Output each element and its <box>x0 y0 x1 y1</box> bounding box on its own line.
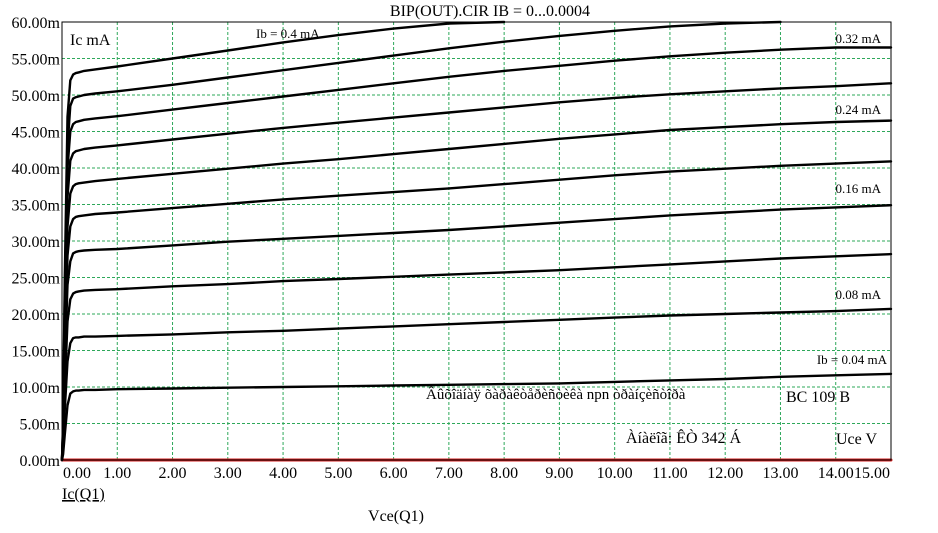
x-tick-label: 0.00 <box>63 465 91 482</box>
curve-ib-3 <box>60 252 893 462</box>
label-008: 0.08 mA <box>836 287 882 302</box>
curve-ib-10 <box>60 20 506 462</box>
ic-unit-label: Ic mA <box>70 32 111 49</box>
x-tick-label: 5.00 <box>324 465 352 482</box>
x-tick-label: 14.00 <box>818 465 854 482</box>
device-label: BC 109 B <box>786 389 850 406</box>
y-tick-label: 30.00m <box>12 234 61 251</box>
x-tick-label: 4.00 <box>269 465 297 482</box>
curve-ib-5 <box>60 160 893 462</box>
x-tick-label: 10.00 <box>597 465 633 482</box>
label-ib-04: Ib = 0.4 mA <box>256 26 320 41</box>
curve-ib-6 <box>60 119 893 462</box>
x-tick-label: 3.00 <box>214 465 242 482</box>
caption-text: Âûõîäíàÿ õàðàêòåðèñòèêà npn òðàíçèñòîðà <box>426 386 686 403</box>
x-tick-label: 12.00 <box>707 465 743 482</box>
y-tick-label: 50.00m <box>12 88 61 105</box>
analog-label: Àíàëîã: ÊÒ 342 Á <box>626 428 742 447</box>
y-axis-label: Ic(Q1) <box>62 486 105 503</box>
y-tick-label: 55.00m <box>12 52 61 69</box>
x-axis-label: Vce(Q1) <box>368 508 424 525</box>
chart-title: BIP(OUT).CIR IB = 0...0.0004 <box>390 3 590 20</box>
x-tick-label: 13.00 <box>762 465 798 482</box>
x-tick-label: 1.00 <box>103 465 131 482</box>
label-016: 0.16 mA <box>836 181 882 196</box>
curve-ib-1 <box>60 372 893 462</box>
y-tick-label: 0.00m <box>20 453 61 470</box>
curve-ib-8 <box>60 46 893 462</box>
y-tick-label: 60.00m <box>12 15 61 32</box>
x-tick-label: 9.00 <box>545 465 573 482</box>
y-tick-label: 5.00m <box>20 417 61 434</box>
plot-frame <box>61 21 892 461</box>
label-ib-004: Ib = 0.04 mA <box>817 352 888 367</box>
label-032: 0.32 mA <box>836 31 882 46</box>
y-tick-label: 15.00m <box>12 344 61 361</box>
curve-ib-4 <box>60 204 893 462</box>
label-024: 0.24 mA <box>836 102 882 117</box>
curve-ib-7 <box>60 82 893 462</box>
y-tick-labels: 0.00m 5.00m 10.00m 15.00m 20.00m 25.00m 30.00m… <box>12 15 61 470</box>
y-tick-label: 35.00m <box>12 198 61 215</box>
y-tick-label: 20.00m <box>12 307 61 324</box>
x-tick-label: 2.00 <box>159 465 187 482</box>
x-tick-labels: 0.00 1.00 2.00 3.00 4.00 5.00 6.00 7.00 8.00 9.00… <box>63 465 890 482</box>
uce-unit-label: Uce V <box>836 431 877 448</box>
y-tick-label: 10.00m <box>12 380 61 397</box>
x-tick-label: 8.00 <box>490 465 518 482</box>
curve-ib-9 <box>60 20 782 462</box>
x-tick-label: 11.00 <box>652 465 687 482</box>
y-tick-label: 45.00m <box>12 125 61 142</box>
y-tick-label: 25.00m <box>12 271 61 288</box>
x-tick-label: 7.00 <box>435 465 463 482</box>
x-tick-label: 15.00 <box>854 465 890 482</box>
x-tick-label: 6.00 <box>380 465 408 482</box>
curve-ib-2 <box>60 307 893 462</box>
y-tick-label: 40.00m <box>12 161 61 178</box>
